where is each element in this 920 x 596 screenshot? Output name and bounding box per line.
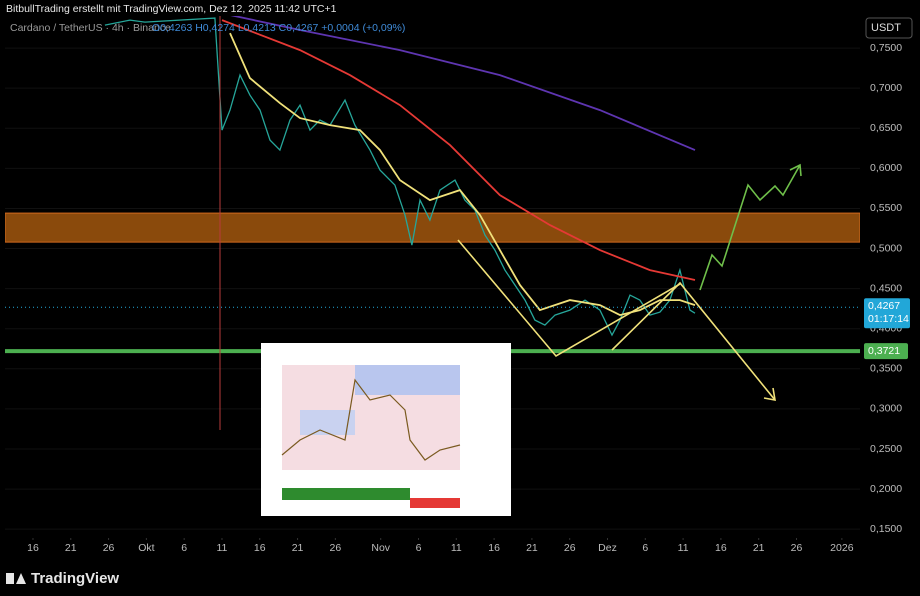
zone [5,212,860,243]
credit: BitbullTrading erstellt mit TradingView.… [6,3,337,15]
x-tick-label: 6 [642,542,648,554]
x-tick-label: 16 [488,542,500,554]
footer-logo-mark [6,573,26,584]
x-tick-label: 11 [217,542,228,554]
x-tick-label: 16 [715,542,727,554]
y-tick-label: 0,7000 [870,82,902,94]
x-tick-label: 16 [254,542,266,554]
series-line [230,16,696,151]
x-tick-label: 21 [753,542,765,554]
x-tick-label: Okt [138,542,154,554]
y-tick-label: 0,3000 [870,403,902,415]
x-tick-label: 21 [65,542,77,554]
x-tick-label: 26 [103,542,115,554]
x-tick-label: 6 [416,542,422,554]
y-tick-label: 0,5500 [870,202,902,214]
series-line [221,19,696,281]
y-tick-label: 0,6000 [870,162,902,174]
x-tick-label: 21 [526,542,538,554]
y-tick-label: 0,3500 [870,363,902,375]
x-tick-label: Nov [371,542,390,554]
x-tick-label: 16 [27,542,39,554]
last-price-label: 0,4267 [868,300,900,312]
axis-unit-box [865,17,913,39]
last-price-tag [864,298,910,329]
y-tick-label: 0,6500 [870,122,902,134]
y-tick-label: 0,2500 [870,443,902,455]
x-tick-label: 11 [451,542,462,554]
y-tick-label: 0,1500 [870,523,902,535]
y-tick-label: 0,7500 [870,42,902,54]
inset-image [261,343,511,516]
x-tick-label: 6 [181,542,187,554]
price-tag [864,343,908,360]
x-tick-label: 26 [330,542,342,554]
x-tick-label: 26 [791,542,803,554]
projection-bearish [611,281,776,401]
x-tick-label: 2026 [830,542,854,554]
annotations [457,163,802,401]
price-tag-label: 0,3721 [868,345,900,357]
series-line [104,17,696,337]
x-tick-label: Dez [598,542,617,554]
x-tick-label: 11 [678,542,689,554]
y-tick-label: 0,5000 [870,242,902,254]
channel-line [457,239,681,358]
arrow-head [763,387,776,401]
footer-logo: TradingView [31,570,119,587]
countdown-label: 01:17:14 [868,313,909,325]
x-tick-label: 21 [292,542,304,554]
projection-bullish [699,164,801,291]
chart-title: Cardano / TetherUS · 4h · Binance [10,22,171,34]
axis-unit: USDT [871,22,901,34]
x-tick-label: 26 [564,542,576,554]
y-tick-label: 0,4500 [870,282,902,294]
ohlc-readout: O0,4263 H0,4274 L0,4213 C0,4267 +0,0004 … [152,22,405,34]
y-tick-label: 0,2000 [870,483,902,495]
arrow-head [789,163,802,177]
